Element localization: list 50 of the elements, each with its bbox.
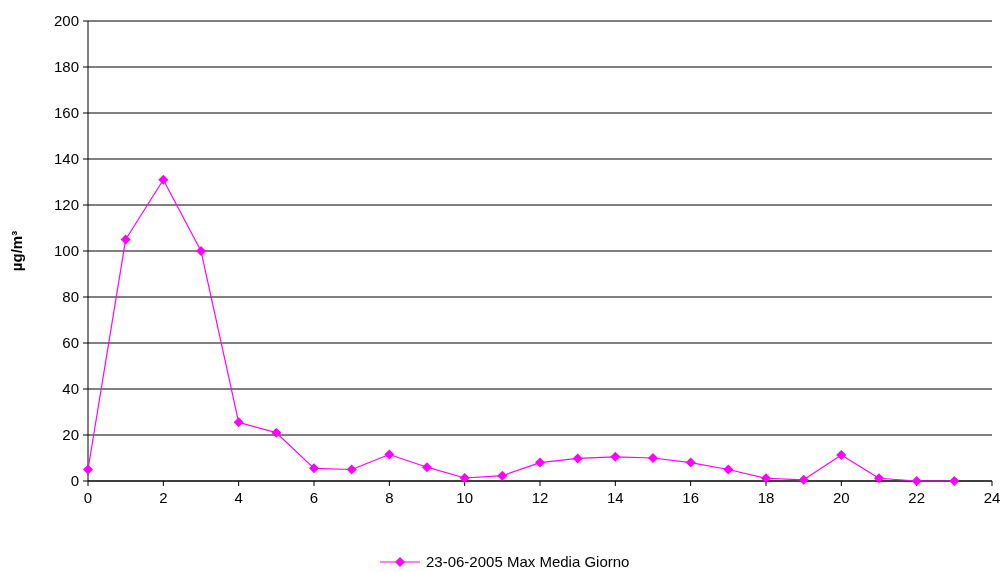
point bbox=[572, 453, 583, 464]
y-tick-label: 200 bbox=[53, 12, 79, 30]
x-tick-label: 22 bbox=[908, 489, 926, 506]
x-tick-label: 16 bbox=[682, 489, 700, 506]
x-tick-label: 8 bbox=[385, 489, 394, 506]
point bbox=[196, 246, 206, 256]
point bbox=[120, 234, 131, 245]
point bbox=[761, 473, 771, 484]
x-tick-label: 20 bbox=[832, 489, 850, 506]
point bbox=[911, 476, 922, 486]
x-tick-label: 14 bbox=[606, 489, 624, 506]
y-tick-label: 60 bbox=[62, 334, 79, 352]
x-tick-label: 4 bbox=[234, 489, 243, 506]
y-tick-label: 20 bbox=[62, 426, 79, 444]
y-tick-label: 80 bbox=[62, 288, 79, 306]
point bbox=[158, 174, 169, 185]
legend-label: 23-06-2005 Max Media Giorno bbox=[426, 553, 630, 571]
point bbox=[497, 470, 508, 481]
x-tick-label: 12 bbox=[531, 489, 549, 506]
point bbox=[648, 453, 658, 463]
point bbox=[459, 473, 470, 484]
point bbox=[271, 427, 282, 438]
point bbox=[798, 474, 809, 485]
y-tick-label: 180 bbox=[53, 58, 79, 76]
y-tick-label: 40 bbox=[62, 380, 79, 398]
point bbox=[422, 462, 432, 473]
point bbox=[685, 457, 696, 468]
x-tick-label: 0 bbox=[83, 489, 93, 506]
point bbox=[836, 450, 847, 461]
point bbox=[346, 464, 357, 475]
x-tick-label: 24 bbox=[983, 489, 1001, 506]
point bbox=[384, 449, 395, 460]
point bbox=[874, 473, 884, 484]
point bbox=[309, 463, 319, 474]
y-tick-label: 100 bbox=[53, 242, 79, 260]
point bbox=[610, 451, 621, 462]
y-tick-label: 0 bbox=[70, 472, 79, 490]
point bbox=[949, 476, 960, 486]
y-tick-label: 160 bbox=[53, 104, 79, 122]
y-tick-label: 140 bbox=[53, 150, 79, 168]
x-tick-label: 10 bbox=[456, 489, 474, 506]
y-axis-title: µg/m³ bbox=[8, 230, 25, 272]
point bbox=[83, 464, 93, 475]
x-tick-label: 2 bbox=[159, 489, 168, 506]
point bbox=[723, 464, 734, 475]
x-tick-label: 18 bbox=[757, 489, 775, 506]
point bbox=[233, 417, 244, 428]
point bbox=[535, 457, 545, 468]
y-tick-label: 120 bbox=[53, 196, 79, 214]
x-tick-label: 6 bbox=[309, 489, 319, 506]
